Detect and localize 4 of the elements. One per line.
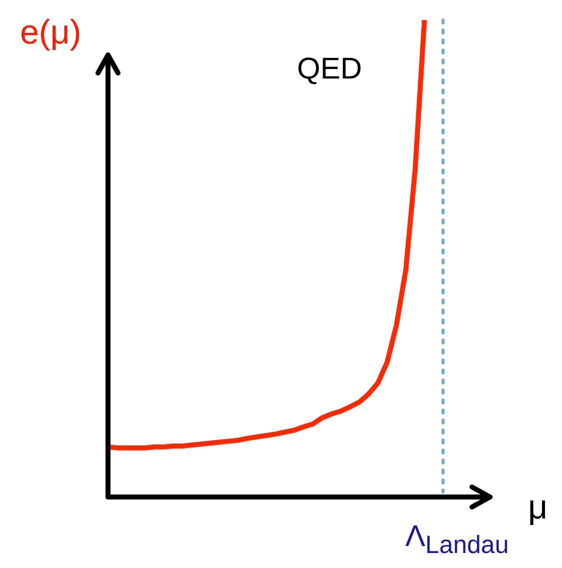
annotation: QED bbox=[297, 52, 362, 86]
y-axis-title: e(μ) bbox=[20, 13, 82, 52]
x-axis-title: μ bbox=[528, 488, 548, 526]
text: Λ$_{Landau}$ bbox=[405, 520, 509, 559]
